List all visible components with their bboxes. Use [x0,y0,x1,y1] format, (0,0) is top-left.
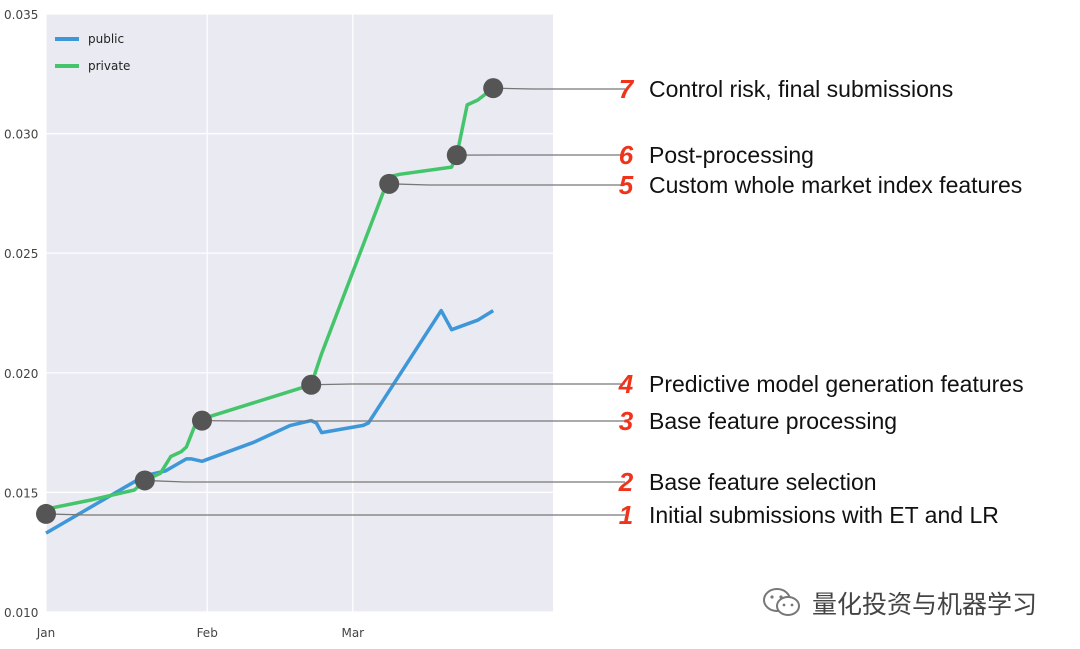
milestone-number: 2 [618,467,634,497]
x-tick-label: Mar [341,626,364,640]
milestone-number: 7 [619,74,635,104]
y-tick-label: 0.015 [4,486,38,500]
x-tick-labels: Jan Feb Mar [36,626,364,640]
milestone-marker [301,374,322,395]
y-tick-label: 0.030 [4,128,38,142]
y-tick-label: 0.025 [4,247,38,261]
milestone-marker [446,145,467,166]
legend-label-private: private [88,59,130,73]
x-tick-label: Jan [36,626,56,640]
leader-line [45,513,625,516]
y-tick-label: 0.010 [4,606,38,620]
milestone-label: Base feature selection [649,469,877,495]
watermark-text: 量化投资与机器学习 [812,590,1038,619]
leader-line [144,479,625,483]
milestone-label: Initial submissions with ET and LR [649,502,999,528]
milestone-label: Custom whole market index features [649,172,1022,198]
milestone-label: Predictive model generation features [649,371,1024,397]
y-tick-label: 0.035 [4,8,38,22]
annotation-leader-lines [45,87,625,516]
milestone-marker [192,410,212,431]
plot-background [46,14,553,612]
leader-line [389,183,625,186]
milestone-number: 3 [619,406,634,436]
milestone-label: Control risk, final submissions [649,76,953,102]
leader-line [311,383,625,386]
watermark: 量化投资与机器学习 [762,585,1037,621]
milestone-markers [36,78,504,524]
milestone-marker [36,503,56,524]
legend-label-public: public [88,32,124,46]
milestone-label: Base feature processing [649,408,897,434]
milestone-annotations: 1 Initial submissions with ET and LR 2 Base… [618,74,1024,530]
legend: public private [55,32,130,73]
milestone-number: 4 [618,369,634,399]
milestone-marker [134,470,155,491]
milestone-number: 1 [619,500,633,530]
x-tick-label: Feb [197,626,218,640]
milestone-number: 5 [619,170,634,200]
milestone-label: Post-processing [649,142,814,168]
milestone-marker [483,78,504,99]
leader-line [493,87,625,90]
milestone-marker [379,173,400,194]
wechat-icon [763,588,800,616]
milestone-number: 6 [619,140,634,170]
y-tick-label: 0.020 [4,367,38,381]
y-tick-labels: 0.010 0.015 0.020 0.025 0.030 0.035 [4,8,38,620]
